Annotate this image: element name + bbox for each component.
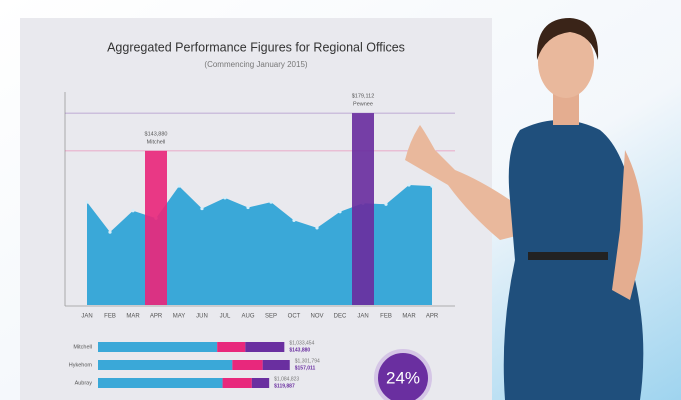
plot: JAN FEB MAR APR MAY JUN JUL AUG SEP OCT NOV DEC JAN F…: [65, 94, 455, 320]
highlight-label: $157,011: [295, 365, 316, 371]
x-tick-label: APR: [150, 314, 163, 320]
x-tick-label: AUG: [241, 314, 254, 320]
kpi-ring: [374, 349, 432, 400]
x-tick-label: MAY: [173, 314, 186, 320]
y-tick-label: Aubray: [75, 380, 93, 386]
hbar-chart: Mitchell $1,033,454$143,880 Hykehom $1,301,…: [69, 340, 320, 389]
point: [315, 226, 319, 230]
data-label: $143,880: [145, 131, 168, 137]
point: [200, 206, 204, 211]
chart-title: Aggregated Performance Figures for Regio…: [107, 40, 405, 54]
x-tick-label: MAR: [126, 314, 140, 320]
presenter: [405, 18, 644, 400]
bar: [352, 113, 374, 305]
point: [108, 230, 112, 234]
total-label: $1,301,794: [295, 358, 320, 364]
point: [223, 196, 227, 200]
chart-subtitle: (Commencing January 2015): [204, 60, 307, 69]
x-tick-label: FEB: [380, 314, 392, 320]
bar-segment: [98, 360, 233, 370]
area: [87, 185, 432, 305]
x-tick-label: MAR: [402, 314, 416, 320]
belt: [528, 252, 608, 260]
hair: [536, 18, 599, 60]
point: [384, 202, 388, 206]
x-tick-label: APR: [426, 314, 439, 320]
bar-name: Mitchell: [147, 139, 166, 145]
highlight-label: $143,880: [289, 347, 310, 353]
kpi-label: 24%: [386, 368, 420, 387]
x-tick-label: SEP: [265, 314, 277, 320]
x-tick-label: JAN: [357, 314, 368, 320]
total-label: $1,033,454: [289, 340, 314, 346]
bar-name: Pewnee: [353, 102, 373, 108]
total-label: $1,084,823: [274, 376, 299, 382]
x-tick-label: JUN: [196, 314, 208, 320]
bar: [145, 150, 167, 305]
point: [338, 210, 342, 214]
bar-segment: [217, 342, 246, 352]
x-tick-label: JAN: [81, 314, 92, 320]
y-tick-label: Hykehom: [69, 362, 93, 368]
point: [85, 200, 89, 204]
bar-segment: [262, 360, 290, 370]
bar-segment: [98, 378, 223, 388]
point: [177, 184, 181, 188]
point: [292, 218, 296, 222]
x-tick-label: NOV: [310, 314, 323, 320]
point: [246, 205, 250, 210]
x-tick-label: JUL: [220, 314, 231, 320]
arm: [405, 125, 520, 240]
x-tick-label: OCT: [288, 314, 301, 320]
point: [430, 184, 434, 188]
bar-segment: [251, 378, 270, 388]
bar-segment: [98, 342, 218, 352]
bar-segment: [245, 342, 285, 352]
bar-segment: [232, 360, 263, 370]
highlight-label: $119,887: [274, 383, 295, 389]
y-tick-label: Mitchell: [73, 344, 92, 350]
arm: [612, 150, 643, 300]
bar-segment: [222, 378, 252, 388]
x-tick-label: FEB: [104, 314, 116, 320]
point: [269, 200, 273, 204]
x-tick-label: DEC: [334, 314, 347, 320]
data-label: $179,112: [352, 94, 375, 100]
point: [407, 183, 411, 187]
face: [538, 26, 594, 98]
point: [131, 209, 135, 213]
